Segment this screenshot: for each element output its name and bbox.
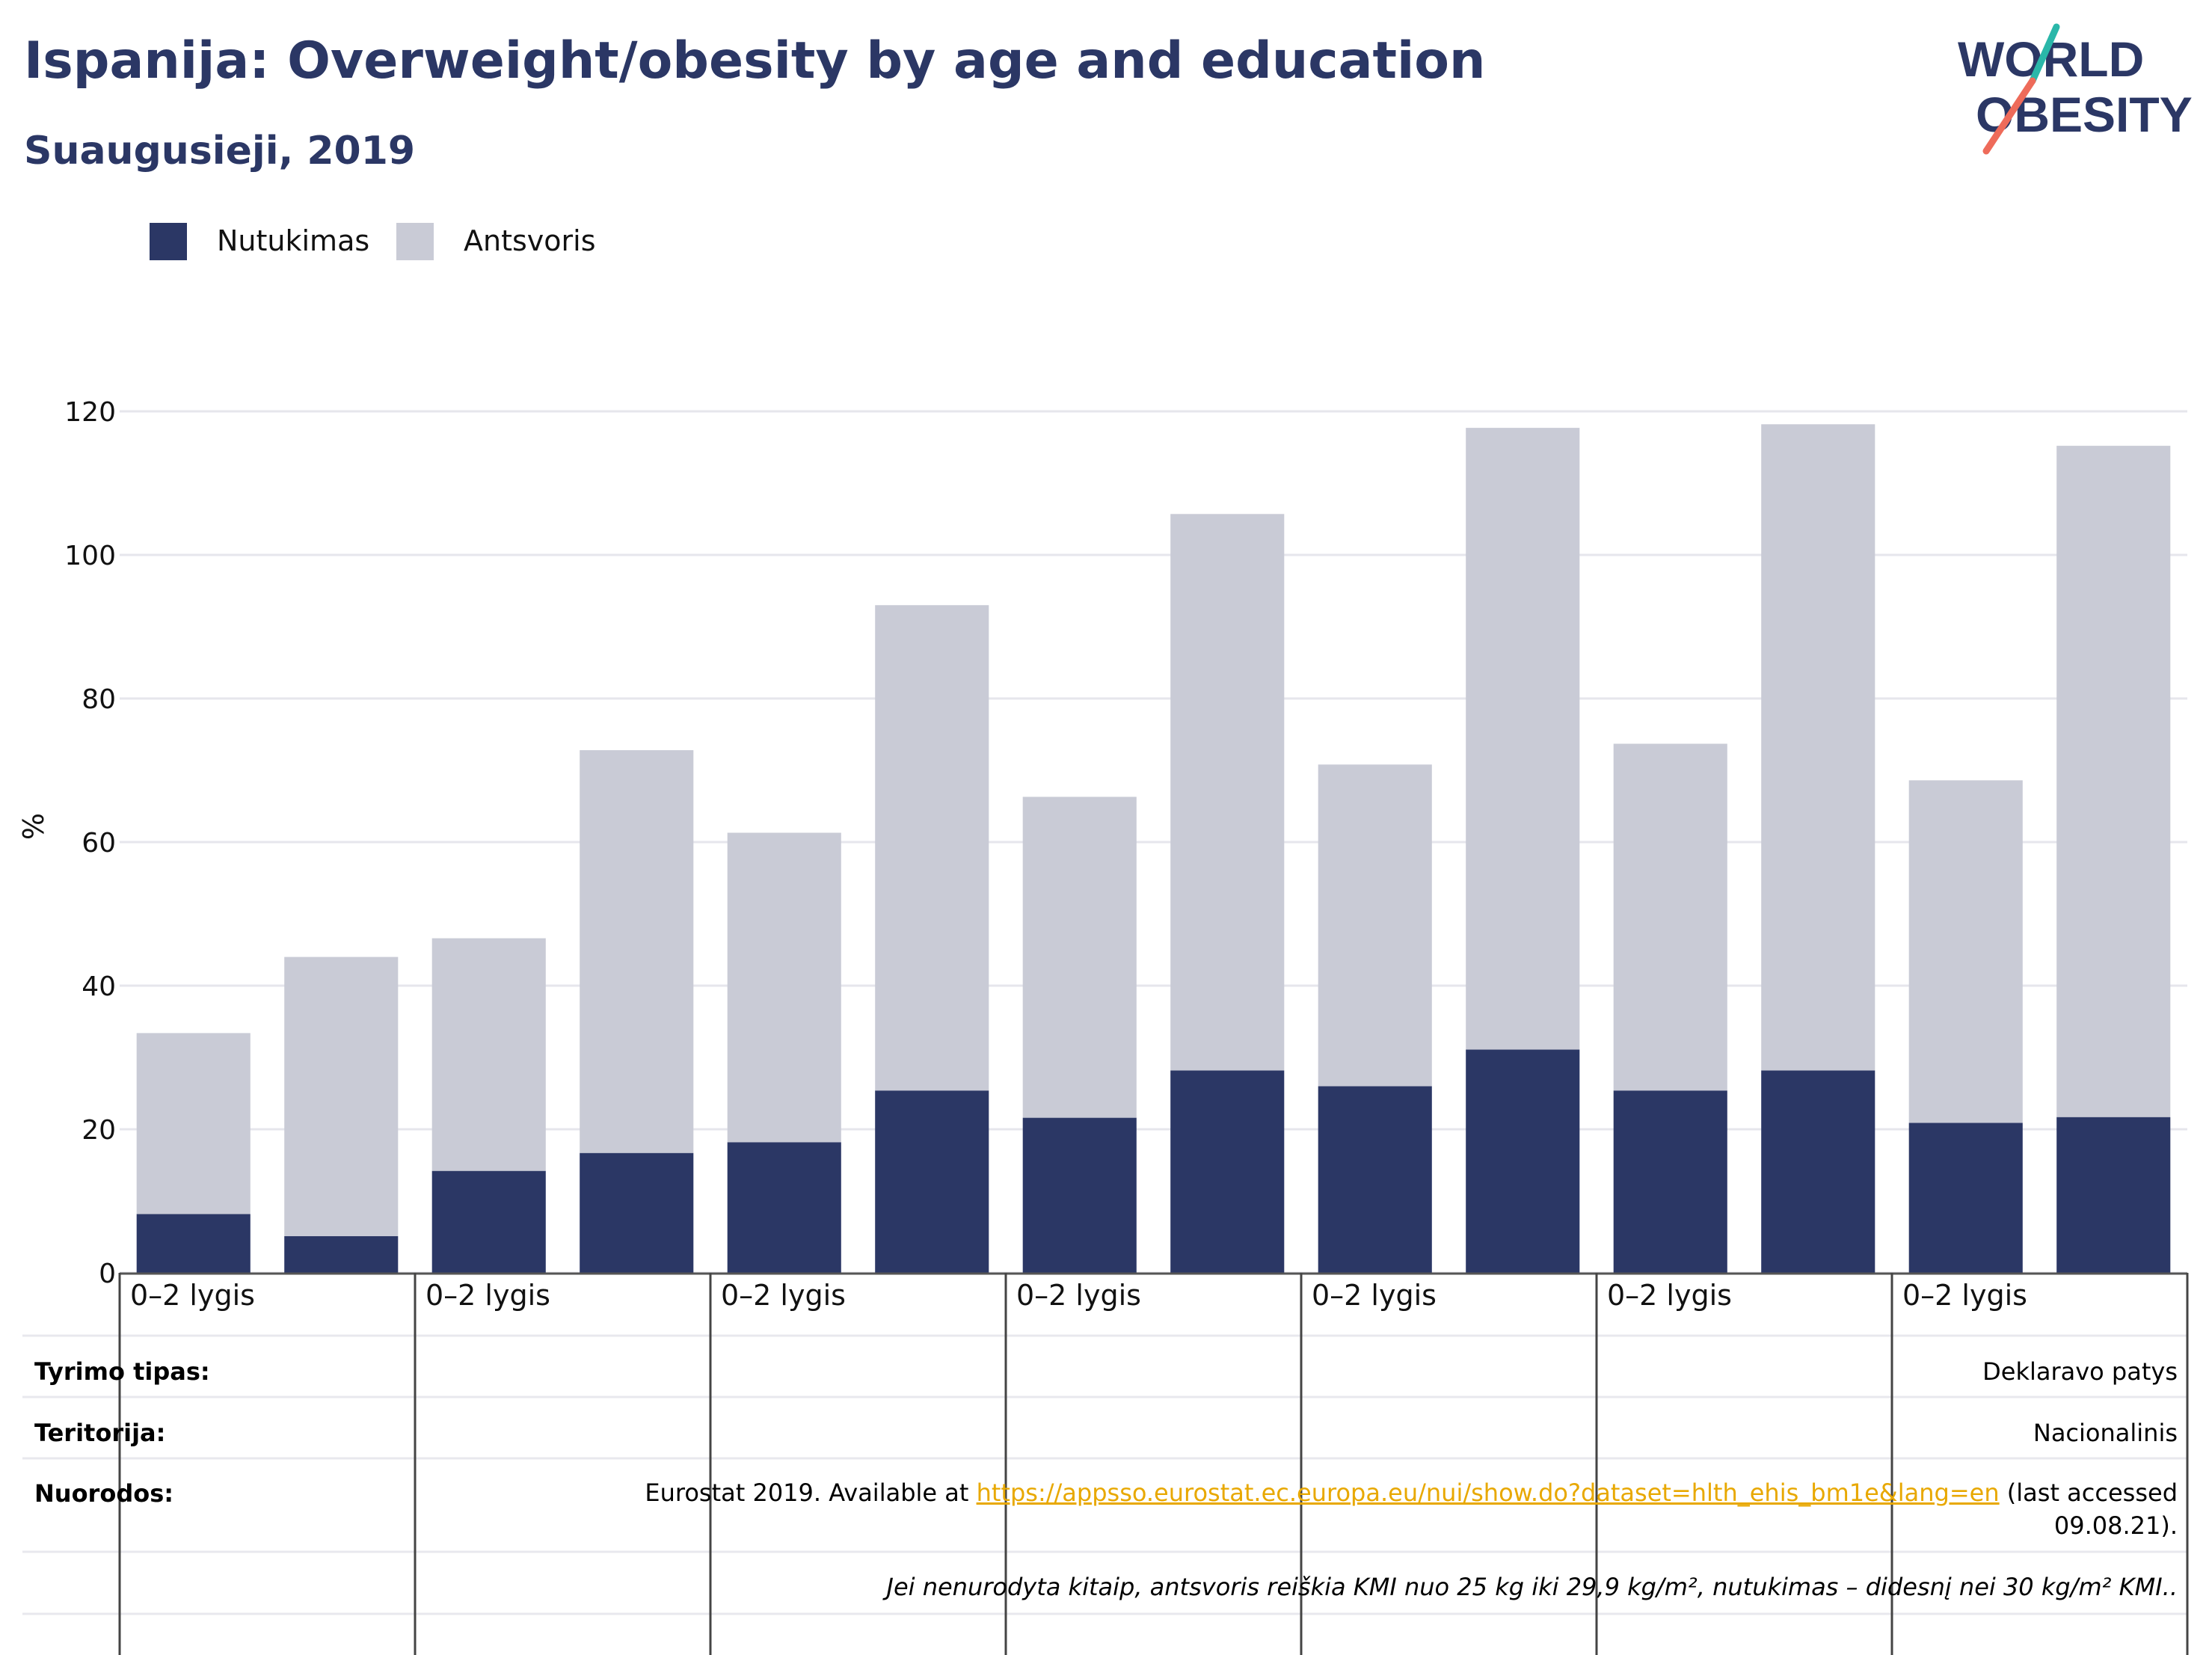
bar-obesity — [1908, 1123, 2023, 1273]
definition-note: Jei nenurodyta kitaip, antsvoris reiškia… — [886, 1573, 2178, 1601]
y-tick-label: 100 — [64, 541, 116, 571]
bar-obesity — [1466, 1049, 1580, 1273]
bar-overweight — [875, 605, 989, 1091]
bar-obesity — [1022, 1117, 1137, 1273]
references-link[interactable]: https://appsso.eurostat.ec.europa.eu/nui… — [976, 1479, 2000, 1507]
bar-overweight — [1908, 780, 2023, 1123]
y-tick-label: 40 — [82, 971, 116, 1002]
bar-obesity — [136, 1214, 251, 1273]
bar-overweight — [580, 750, 694, 1153]
grid-lines — [120, 410, 2187, 1274]
page-subtitle: Suaugusieji, 2019 — [24, 129, 416, 174]
x-group-label: 0–2 lygis — [721, 1279, 846, 1312]
bars — [136, 424, 2171, 1273]
references-text: Eurostat 2019. Available at — [645, 1479, 977, 1507]
x-group-label: 0–2 lygis — [425, 1279, 550, 1312]
bar-overweight — [1170, 514, 1285, 1071]
y-tick-label: 80 — [82, 684, 116, 715]
territory-label: Teritorija: — [34, 1419, 166, 1447]
y-axis-label: % — [17, 813, 50, 840]
bar-overweight — [1022, 796, 1137, 1118]
bar-obesity — [2056, 1117, 2171, 1273]
bar-obesity — [1170, 1070, 1285, 1273]
x-group-label: 0–2 lygis — [1016, 1279, 1141, 1312]
references-accessed: (last accessed 09.08.21). — [1999, 1479, 2178, 1540]
legend-swatch-overweight — [396, 223, 434, 260]
survey-type-label: Tyrimo tipas: — [34, 1357, 210, 1386]
x-axis-group-labels: 0–2 lygis 0–2 lygis 0–2 lygis 0–2 lygis 0–2 … — [130, 1279, 2027, 1312]
bar-obesity — [1318, 1086, 1432, 1273]
bar-obesity — [284, 1236, 399, 1273]
bar-overweight — [1761, 424, 1875, 1071]
bar-obesity — [1761, 1070, 1875, 1273]
bar-obesity — [431, 1170, 546, 1273]
references-label: Nuorodos: — [34, 1479, 174, 1508]
y-axis-ticks: 0 20 40 60 80 100 120 — [64, 397, 116, 1289]
table-grid-lines — [22, 1272, 2189, 1655]
bar-obesity — [1613, 1090, 1727, 1273]
bar-overweight — [136, 1033, 251, 1215]
bar-overweight — [431, 938, 546, 1171]
bar-obesity — [580, 1152, 694, 1273]
y-tick-label: 120 — [64, 397, 116, 428]
bar-overweight — [284, 957, 399, 1236]
survey-type-value: Deklaravo patys — [1982, 1357, 2178, 1386]
legend-label-obesity: Nutukimas — [217, 224, 370, 257]
bar-obesity — [875, 1090, 989, 1273]
legend-swatch-obesity — [150, 223, 187, 260]
bar-overweight — [727, 832, 841, 1143]
bar-obesity — [727, 1142, 841, 1273]
x-group-label: 0–2 lygis — [1607, 1279, 1732, 1312]
bar-overweight — [1613, 743, 1727, 1091]
x-group-label: 0–2 lygis — [1312, 1279, 1437, 1312]
world-obesity-logo: WORLD OBESITY — [1958, 23, 2193, 155]
references-value: Eurostat 2019. Available at https://apps… — [532, 1476, 2178, 1542]
y-tick-label: 20 — [82, 1115, 116, 1146]
bar-overweight — [1318, 764, 1432, 1087]
page-title: Ispanija: Overweight/obesity by age and … — [24, 31, 1486, 90]
bar-overweight — [1466, 428, 1580, 1050]
legend-label-overweight: Antsvoris — [464, 224, 596, 257]
logo-slash-coral — [1982, 77, 2036, 155]
y-tick-label: 60 — [82, 828, 116, 859]
territory-value: Nacionalinis — [2033, 1419, 2178, 1447]
logo-slash-teal — [2029, 23, 2060, 85]
y-tick-label: 0 — [99, 1259, 116, 1289]
x-group-label: 0–2 lygis — [130, 1279, 255, 1312]
bar-overweight — [2056, 446, 2171, 1117]
x-group-label: 0–2 lygis — [1902, 1279, 2027, 1312]
